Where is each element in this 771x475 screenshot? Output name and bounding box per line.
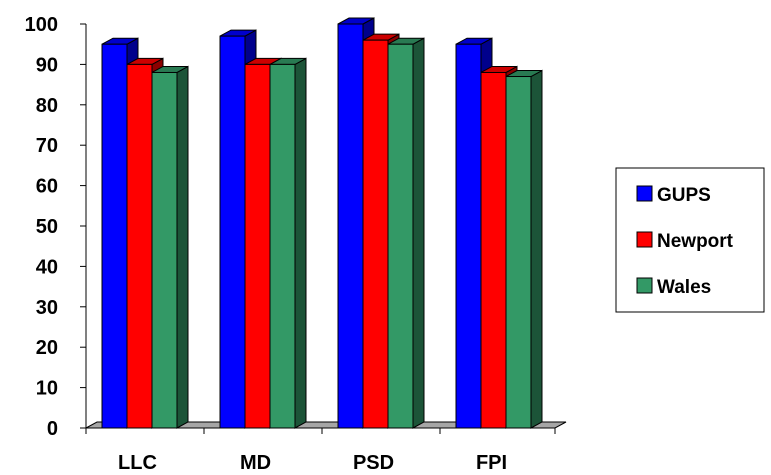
y-tick-label: 0 bbox=[47, 418, 58, 440]
bar bbox=[269, 57, 307, 429]
y-tick-label: 80 bbox=[36, 95, 58, 117]
bar-front bbox=[126, 63, 153, 429]
bar bbox=[505, 69, 543, 429]
x-axis: LLC MD PSD FPI bbox=[85, 427, 556, 474]
bar bbox=[387, 37, 425, 429]
bar-front bbox=[455, 43, 482, 429]
y-tick-label: 70 bbox=[36, 135, 58, 157]
legend-item: Wales bbox=[636, 277, 711, 298]
bar-side bbox=[176, 65, 189, 429]
y-axis: 0 10 20 30 40 50 60 70 80 90 100 bbox=[25, 14, 87, 440]
legend-swatch bbox=[636, 185, 653, 202]
legend: GUPS Newport Wales bbox=[615, 167, 765, 313]
y-tick-label: 20 bbox=[36, 337, 58, 359]
bar-side bbox=[294, 57, 307, 429]
x-category-label: FPI bbox=[476, 452, 507, 474]
bar-front bbox=[101, 43, 128, 429]
legend-swatch bbox=[636, 231, 653, 248]
y-tick-label: 40 bbox=[36, 256, 58, 278]
legend-swatch bbox=[636, 277, 653, 294]
y-tick-label: 50 bbox=[36, 216, 58, 238]
x-category-label: PSD bbox=[353, 452, 394, 474]
bar bbox=[151, 65, 189, 429]
y-tick-label: 30 bbox=[36, 297, 58, 319]
x-category-label: LLC bbox=[118, 452, 157, 474]
bar-front bbox=[505, 76, 532, 429]
bar-front bbox=[269, 63, 296, 429]
x-category-label: MD bbox=[240, 452, 271, 474]
legend-label: Newport bbox=[657, 231, 734, 252]
bar-front bbox=[244, 63, 271, 429]
bar-front bbox=[219, 35, 246, 429]
y-tick-label: 100 bbox=[25, 14, 58, 36]
bar-side bbox=[530, 69, 543, 429]
legend-label: Wales bbox=[657, 277, 711, 298]
bar-front bbox=[480, 71, 507, 429]
legend-item: GUPS bbox=[636, 185, 711, 206]
bar-side bbox=[412, 37, 425, 429]
legend-item: Newport bbox=[636, 231, 734, 252]
bar-front bbox=[151, 71, 178, 429]
legend-label: GUPS bbox=[657, 185, 711, 206]
bar-front bbox=[362, 39, 389, 429]
y-tick-label: 10 bbox=[36, 378, 58, 400]
bar-front bbox=[337, 23, 364, 429]
bars bbox=[101, 17, 543, 429]
bar-front bbox=[387, 43, 414, 429]
y-tick-label: 60 bbox=[36, 176, 58, 198]
y-tick-label: 90 bbox=[36, 54, 58, 76]
